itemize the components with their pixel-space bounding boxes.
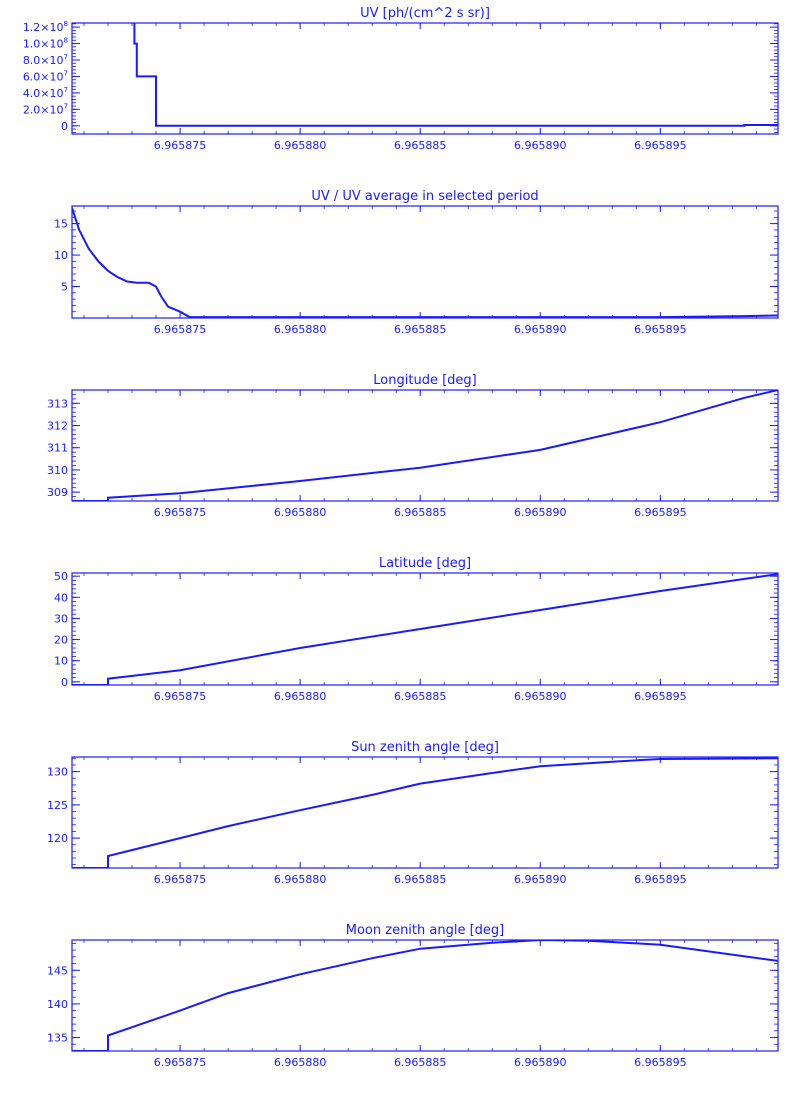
y-tick-label: 1.2×108 xyxy=(23,20,68,34)
y-tick-label: 310 xyxy=(47,464,68,477)
series-line xyxy=(133,23,778,127)
x-tick-label: 6.965885 xyxy=(394,1056,447,1069)
x-tick-label: 6.965875 xyxy=(154,873,207,886)
series-line xyxy=(72,390,778,501)
x-tick-label: 6.965895 xyxy=(634,139,687,152)
x-tick-label: 6.965890 xyxy=(514,690,567,703)
x-tick-label: 6.965890 xyxy=(514,323,567,336)
x-tick-label: 6.965890 xyxy=(514,139,567,152)
y-tick-label: 125 xyxy=(47,799,68,812)
y-tick-label: 2.0×107 xyxy=(23,102,68,116)
x-tick-label: 6.965895 xyxy=(634,1056,687,1069)
y-tick-label: 8.0×107 xyxy=(23,53,68,67)
chart-2: UV / UV average in selected period 6.9658… xyxy=(54,189,779,336)
series-line xyxy=(72,207,778,318)
x-tick-label: 6.965875 xyxy=(154,506,207,519)
plot-frame xyxy=(71,572,779,686)
series-line xyxy=(72,940,778,1051)
y-tick-label: 120 xyxy=(47,832,68,845)
y-tick-label: 10 xyxy=(54,249,68,262)
x-tick-label: 6.965880 xyxy=(274,323,327,336)
x-tick-label: 6.965885 xyxy=(394,323,447,336)
chart-title: UV / UV average in selected period xyxy=(311,189,538,204)
chart-6: Moon zenith angle [deg] 6.965875 6.965880 6… xyxy=(47,923,779,1069)
x-tick-label: 6.965890 xyxy=(514,1056,567,1069)
plot-frame xyxy=(71,22,779,135)
y-tick-label: 0 xyxy=(61,120,68,133)
y-tick-label: 5 xyxy=(61,281,68,294)
y-tick-label: 130 xyxy=(47,766,68,779)
x-tick-label: 6.965895 xyxy=(634,873,687,886)
y-tick-label: 309 xyxy=(47,486,68,499)
y-tick-label: 312 xyxy=(47,420,68,433)
x-tick-label: 6.965880 xyxy=(274,139,327,152)
chart-1: UV [ph/(cm^2 s sr)] 6.965875 6.965880 6.965… xyxy=(23,6,779,152)
x-tick-label: 6.965880 xyxy=(274,873,327,886)
x-tick-label: 6.965890 xyxy=(514,506,567,519)
y-tick-label: 140 xyxy=(47,998,68,1011)
x-tick-label: 6.965875 xyxy=(154,139,207,152)
chart-title: Sun zenith angle [deg] xyxy=(351,740,499,755)
x-tick-label: 6.965880 xyxy=(274,506,327,519)
chart-title: Longitude [deg] xyxy=(373,373,476,388)
y-tick-label: 1.0×108 xyxy=(23,37,68,51)
x-tick-label: 6.965895 xyxy=(634,690,687,703)
y-tick-label: 20 xyxy=(54,634,68,647)
chart-5: Sun zenith angle [deg] 6.965875 6.965880 6.… xyxy=(47,740,779,886)
plot-frame xyxy=(71,205,779,319)
plot-frame xyxy=(71,389,779,502)
chart-title: Latitude [deg] xyxy=(379,556,471,571)
x-tick-label: 6.965895 xyxy=(634,506,687,519)
chart-title: Moon zenith angle [deg] xyxy=(346,923,504,938)
plot-frame xyxy=(71,939,779,1052)
chart-title: UV [ph/(cm^2 s sr)] xyxy=(360,6,490,21)
y-tick-label: 313 xyxy=(47,397,68,410)
y-tick-label: 0 xyxy=(61,676,68,689)
chart-4: Latitude [deg] 6.965875 6.965880 6.965885 6.… xyxy=(54,556,779,703)
chart-3: Longitude [deg] 6.965875 6.965880 6.965885 6… xyxy=(47,373,779,519)
x-tick-label: 6.965880 xyxy=(274,690,327,703)
x-tick-label: 6.965885 xyxy=(394,690,447,703)
x-tick-label: 6.965875 xyxy=(154,323,207,336)
y-tick-label: 4.0×107 xyxy=(23,86,68,100)
y-tick-label: 10 xyxy=(54,655,68,668)
x-tick-label: 6.965885 xyxy=(394,139,447,152)
series-line xyxy=(72,573,778,685)
y-tick-label: 311 xyxy=(47,442,68,455)
x-tick-label: 6.965875 xyxy=(154,690,207,703)
x-tick-label: 6.965875 xyxy=(154,1056,207,1069)
y-tick-label: 145 xyxy=(47,964,68,977)
x-tick-label: 6.965880 xyxy=(274,1056,327,1069)
y-tick-label: 6.0×107 xyxy=(23,69,68,83)
y-tick-label: 50 xyxy=(54,570,68,583)
y-tick-label: 30 xyxy=(54,612,68,625)
x-tick-label: 6.965895 xyxy=(634,323,687,336)
series-line xyxy=(72,757,778,868)
y-tick-label: 15 xyxy=(54,218,68,231)
x-tick-label: 6.965890 xyxy=(514,873,567,886)
y-tick-label: 135 xyxy=(47,1032,68,1045)
y-tick-label: 40 xyxy=(54,591,68,604)
x-tick-label: 6.965885 xyxy=(394,506,447,519)
x-tick-label: 6.965885 xyxy=(394,873,447,886)
plot-frame xyxy=(71,756,779,869)
